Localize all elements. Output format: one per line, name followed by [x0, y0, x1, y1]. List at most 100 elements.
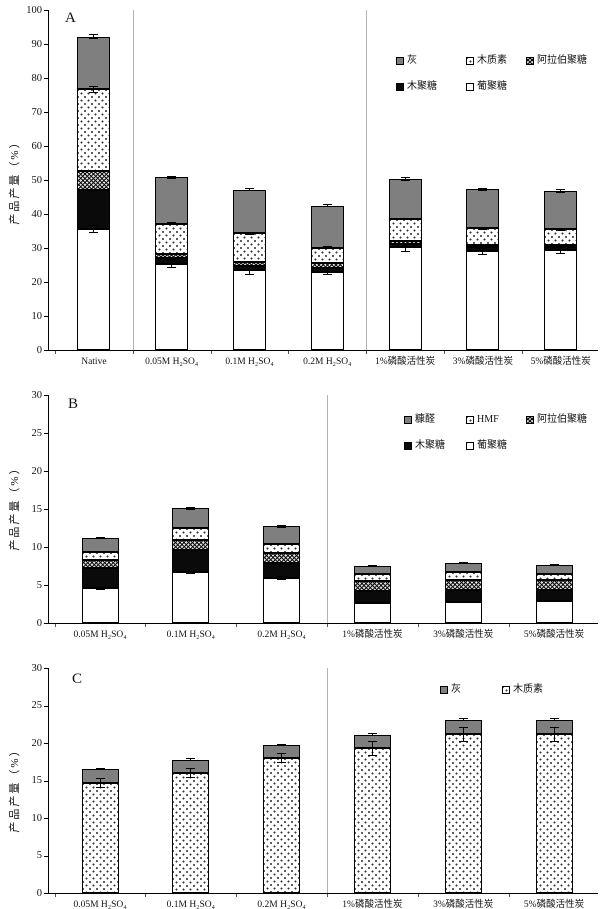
legend-label: 木质素 [513, 684, 543, 695]
error-bar-cap-top [245, 231, 254, 233]
segment-lignin [77, 89, 111, 171]
legend-swatch-gray [396, 57, 404, 65]
segment-ash [310, 205, 344, 248]
segment-arabinan [444, 579, 482, 590]
error-bar-line [99, 586, 101, 590]
y-tick-mark [44, 112, 48, 113]
error-bar-cap-top [167, 221, 177, 223]
segment-xylan [81, 568, 119, 589]
segment-arabinan [263, 553, 301, 563]
y-tick-mark [44, 78, 48, 79]
legend-entry-black: 木聚糖 [396, 81, 437, 93]
legend-swatch-dots [502, 686, 510, 694]
x-category-tick [145, 624, 147, 627]
x-category-label: 0.05M H₂SO₄ [73, 630, 127, 640]
error-bar-line [249, 265, 250, 275]
error-bar-line [560, 227, 562, 231]
x-category-label: 5%磷酸活性炭 [530, 357, 591, 367]
legend-swatch-cross [526, 416, 534, 424]
y-axis-line [48, 668, 49, 894]
error-bar-cap-top [458, 718, 468, 720]
error-bar-line [93, 33, 95, 40]
legend-swatch-cross [526, 57, 534, 65]
y-tick-label: 25 [31, 427, 43, 439]
y-tick-label: 70 [31, 106, 43, 118]
error-bar-cap-top [549, 564, 559, 566]
x-category-tick [444, 351, 445, 354]
error-bar-cap-bottom [89, 38, 99, 40]
error-bar-line [482, 226, 484, 230]
error-bar-cap-bottom [478, 228, 488, 230]
x-category-tick [236, 894, 238, 897]
segment-glucan [155, 263, 189, 350]
error-bar-cap-top [478, 187, 488, 189]
legend-entry-gray: 糠醛 [404, 414, 435, 426]
error-bar-cap-bottom [245, 234, 254, 236]
error-bar-line [190, 570, 192, 574]
error-bar-cap-bottom [277, 745, 287, 747]
x-category-tick [521, 351, 523, 354]
y-tick-label: 20 [31, 737, 43, 749]
error-bar-line [553, 564, 555, 567]
x-category-tick [145, 894, 147, 897]
y-tick-label: 30 [31, 662, 43, 674]
y-tick-mark [44, 705, 48, 707]
x-category-tick [417, 894, 419, 897]
x-category-label: 1%磷酸活性炭 [342, 900, 403, 909]
error-bar-cap-top [556, 246, 566, 248]
segment-arabinan [353, 581, 391, 592]
segment-hmf [172, 528, 210, 541]
legend-entry-cross: 阿拉伯聚糖 [526, 414, 587, 426]
error-bar-cap-bottom [245, 189, 254, 191]
error-bar-cap-bottom [458, 740, 468, 742]
legend-label: 灰 [451, 684, 461, 695]
error-bar-cap-top [186, 758, 196, 760]
y-tick-label: 10 [31, 310, 43, 322]
error-bar-line [99, 777, 101, 788]
error-bar-line [404, 217, 406, 221]
y-tick-label: 30 [31, 242, 43, 254]
error-bar-line [190, 758, 192, 761]
error-bar-cap-top [322, 268, 332, 270]
segment-furfural [263, 526, 301, 544]
error-bar-cap-top [89, 85, 99, 87]
y-tick-label: 30 [31, 389, 43, 401]
segment-ash [466, 189, 500, 228]
error-bar-cap-bottom [549, 720, 559, 722]
error-bar-line [553, 599, 555, 603]
segment-arabinan [466, 244, 500, 247]
error-bar-cap-top [478, 226, 488, 228]
error-bar-line [404, 242, 406, 253]
error-bar-cap-top [95, 777, 105, 779]
x-category-tick [288, 351, 290, 354]
y-tick-label: 60 [31, 140, 43, 152]
error-bar-line [281, 744, 283, 747]
segment-lignin [233, 233, 266, 262]
segment-lignin [81, 782, 119, 893]
error-bar-cap-top [95, 768, 105, 770]
error-bar-line [371, 740, 373, 756]
error-bar-cap-bottom [478, 189, 488, 191]
legend-swatch-gray [440, 686, 448, 694]
y-tick-mark [44, 316, 48, 317]
error-bar-cap-top [167, 258, 177, 260]
x-category-tick [132, 351, 134, 354]
error-bar-line [171, 175, 173, 179]
y-tick-label: 20 [31, 465, 43, 477]
panel-letter-A: A [65, 10, 76, 26]
error-bar-line [404, 176, 406, 182]
x-category-tick [327, 894, 328, 897]
legend-label: 葡聚糖 [477, 440, 507, 451]
y-tick-mark [44, 395, 48, 396]
y-tick-label: 25 [31, 700, 43, 711]
x-category-tick [366, 351, 368, 354]
error-bar-cap-top [245, 188, 254, 190]
error-bar-cap-top [556, 227, 566, 229]
y-tick-label: 100 [26, 4, 42, 16]
x-category-tick [327, 624, 328, 627]
legend-entry-black: 木聚糖 [404, 440, 445, 452]
error-bar-cap-bottom [458, 720, 468, 722]
x-axis-line [48, 350, 598, 351]
error-bar-line [249, 231, 250, 236]
